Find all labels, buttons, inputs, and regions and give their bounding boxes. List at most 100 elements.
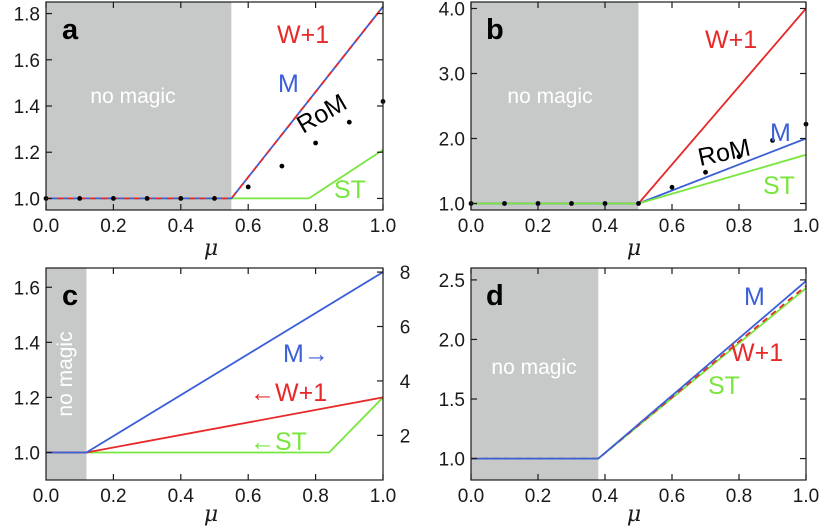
panel-b-xtick-label: 1.0 <box>793 216 819 237</box>
panel-a-ytick-label: 1.0 <box>14 189 40 210</box>
panel-c-series-m <box>46 271 384 454</box>
panel-d-series-m <box>471 280 807 460</box>
panel-b-xtick-label: 0.6 <box>659 216 685 237</box>
panel-c-letter: c <box>62 280 78 312</box>
panel-c-no-magic-region <box>46 268 87 480</box>
panel-a-rom-point <box>111 196 116 201</box>
panel-a-xtick-label: 0.8 <box>302 216 328 237</box>
panel-d-xtick-label: 0.2 <box>525 486 551 507</box>
panel-c-ytick-label: 1.2 <box>14 388 40 409</box>
panel-b-xtick-label: 0.8 <box>726 216 752 237</box>
panel-d-ytick-label: 1.0 <box>439 450 465 471</box>
panel-d-xtick-label: 0.6 <box>659 486 685 507</box>
panel-a-ytick-label: 1.6 <box>14 51 40 72</box>
panel-a-label-rom: RoM <box>292 89 352 140</box>
panel-a-rom-point <box>313 140 318 146</box>
panel-a-rom-point <box>279 163 285 169</box>
panel-a-xtick-label: 0.4 <box>168 216 195 237</box>
panel-b-xtick-label: 0.4 <box>592 216 619 237</box>
panel-b-rom-point <box>669 184 675 190</box>
panel-a-rom-point <box>144 196 150 201</box>
panel-d: no magic 0.0 0.2 0.4 0.6 0.8 1.01.01.52.02.5 … <box>439 267 819 526</box>
panel-b-label-rom: RoM <box>695 134 752 172</box>
panel-c-xtick-label: 0.6 <box>235 486 261 507</box>
panel-d-xlabel: μ <box>627 502 641 526</box>
panel-d-ytick-label: 1.5 <box>439 390 465 411</box>
panel-b-rom-point <box>502 201 507 206</box>
panel-a-ytick-label: 1.8 <box>14 5 40 26</box>
panel-a-rom-point <box>346 119 352 125</box>
panel-d-ytick-label: 2.0 <box>439 330 465 351</box>
panel-a-label-m: M <box>278 70 299 98</box>
panel-b: no magic 0.0 0.2 0.4 0.6 0.8 1.01.02.03.04.0 … <box>439 0 820 261</box>
panel-a-letter: a <box>62 14 79 46</box>
panel-b-xtick-label: 0.0 <box>458 216 484 237</box>
panel-a-ytick-label: 1.2 <box>14 143 40 164</box>
panel-d-xtick-label: 0.4 <box>592 486 619 507</box>
panel-b-frame <box>470 1 807 211</box>
panel-d-frame <box>470 267 807 481</box>
panel-a-rom-point <box>178 196 184 201</box>
panel-d-no-magic-region <box>471 268 599 480</box>
panel-d-label-m: M <box>744 283 765 311</box>
panel-c: no magic 0.2 0.4 0.6 0.8 1.0 0.0 1.0 1.2 1.4 1.6 2… <box>14 263 411 526</box>
panel-d-xtick-label: 0.0 <box>458 486 484 507</box>
panel-b-rom-point <box>569 201 574 206</box>
panel-c-ytick-label: 1.0 <box>14 443 40 464</box>
panel-a-rom-point <box>245 184 251 190</box>
panel-c-y2tick-label: 8 <box>400 263 411 284</box>
panel-b-ytick-label: 4.0 <box>439 0 465 21</box>
panel-b-rom-point <box>770 138 775 143</box>
panel-a-label-w1: W+1 <box>277 21 329 49</box>
panel-d-ytick-label: 2.5 <box>439 271 465 292</box>
panel-d-xtick-label: 1.0 <box>793 486 819 507</box>
panel-b-no-magic-region <box>471 2 639 210</box>
panel-d-letter: d <box>486 280 504 312</box>
panel-a: no magic 0.0 0.2 0.4 0.6 0.8 1.0 1.0 1.2 1.4 1.6 1… <box>14 1 396 261</box>
panel-c-series-wplus1 <box>46 396 384 454</box>
panel-c-xlabel: μ <box>204 502 218 526</box>
panel-a-xlabel: μ <box>204 236 218 261</box>
panel-a-series-m <box>46 6 384 200</box>
panel-a-xtick-label: 1.0 <box>370 216 396 237</box>
panel-c-ytick-label: 1.4 <box>14 333 41 354</box>
panel-a-ytick-label: 1.4 <box>14 97 41 118</box>
panel-d-xtick-label: 0.8 <box>726 486 752 507</box>
panel-c-label-w1: ←W+1 <box>250 379 327 407</box>
panel-a-rom-point <box>77 196 83 201</box>
panel-c-no-magic-label: no magic <box>54 331 77 416</box>
panel-b-label-w1: W+1 <box>705 26 757 54</box>
panel-c-label-st: ←ST <box>250 428 307 456</box>
panel-a-xtick-label: 0.0 <box>33 216 59 237</box>
panel-d-no-magic-label: no magic <box>491 356 576 379</box>
panel-d-label-w1: W+1 <box>731 339 783 367</box>
panel-b-rom-point <box>602 201 608 206</box>
panel-a-xtick-label: 0.2 <box>100 216 126 237</box>
panel-a-no-magic-label: no magic <box>90 85 175 108</box>
panel-b-xtick-label: 0.2 <box>525 216 551 237</box>
panel-c-xtick-label: 1.0 <box>370 486 396 507</box>
panel-c-xtick-label: 0.8 <box>302 486 328 507</box>
panel-b-label-m: M <box>770 119 791 147</box>
panel-a-rom-point <box>212 196 217 201</box>
panel-b-rom-point <box>535 201 541 206</box>
panel-c-frame <box>45 267 384 481</box>
panel-b-letter: b <box>486 14 504 46</box>
panel-a-label-st: ST <box>334 176 366 204</box>
panel-c-y2tick-label: 4 <box>400 372 411 393</box>
panel-c-xtick-label: 0.0 <box>33 486 59 507</box>
panel-c-label-m: M→ <box>283 340 329 368</box>
panel-b-ytick-label: 1.0 <box>439 195 465 216</box>
panel-b-ytick-label: 2.0 <box>439 130 465 151</box>
panel-b-label-st: ST <box>763 172 795 200</box>
panel-a-no-magic-region <box>46 2 232 210</box>
panel-c-y2tick-label: 2 <box>400 426 411 447</box>
panel-c-series-st <box>46 396 384 454</box>
panel-c-xtick-label: 0.4 <box>168 486 195 507</box>
panel-d-label-st: ST <box>708 372 740 400</box>
panel-c-y2tick-label: 6 <box>400 318 411 339</box>
panel-b-no-magic-label: no magic <box>507 85 592 108</box>
panel-c-ytick-label: 1.6 <box>14 278 40 299</box>
panel-b-rom-point <box>703 169 708 175</box>
panel-b-rom-point <box>636 201 641 206</box>
